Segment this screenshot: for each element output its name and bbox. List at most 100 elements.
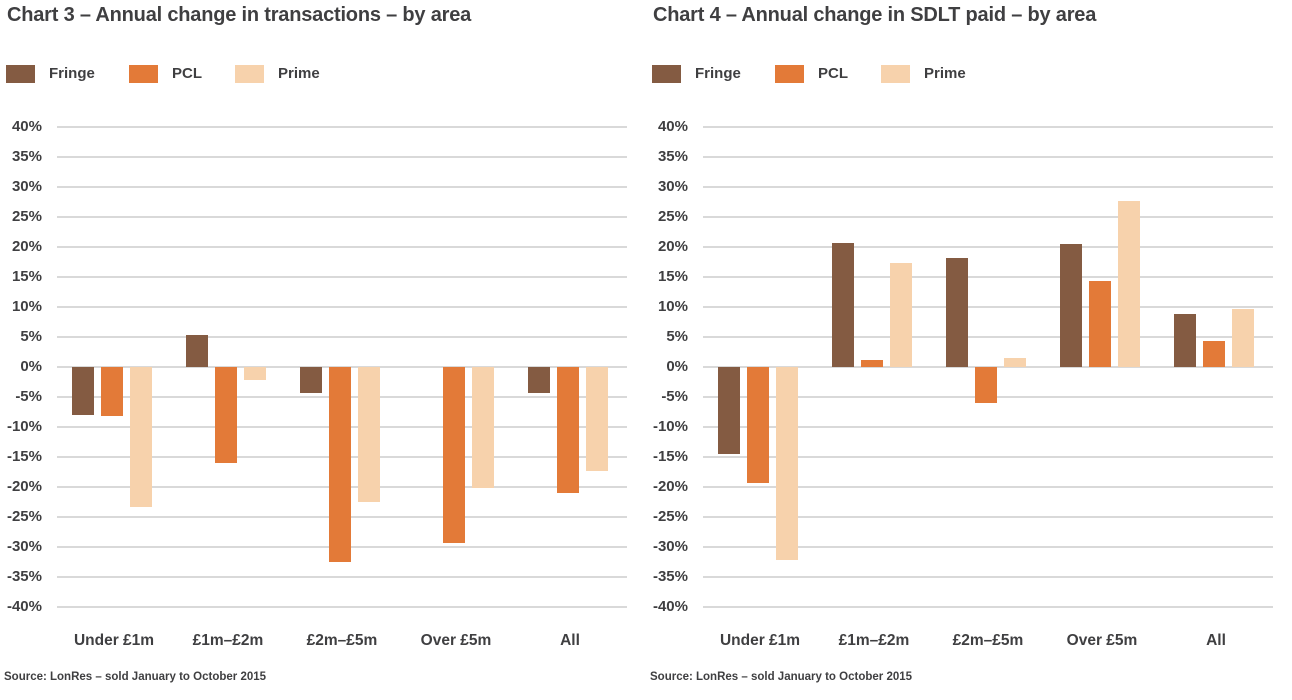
bar-pcl-5 (1203, 341, 1225, 367)
y-axis-tick-label: -10% (652, 418, 688, 435)
gridline (57, 126, 627, 128)
y-axis-tick-label: 5% (666, 328, 688, 345)
gridline (57, 276, 627, 278)
y-axis-tick-label: -20% (6, 478, 42, 495)
bar-prime-3 (1004, 358, 1026, 367)
gridline (703, 336, 1273, 338)
bar-pcl-5 (557, 367, 579, 493)
gridline (703, 186, 1273, 188)
chart-title: Chart 3 – Annual change in transactions … (7, 4, 472, 26)
legend-swatch-pcl (129, 64, 158, 83)
legend-label: Prime (278, 65, 320, 82)
y-axis-tick-label: 40% (657, 118, 688, 135)
bar-prime-2 (890, 263, 912, 367)
plot-area (57, 126, 627, 608)
y-axis-tick-label: -25% (6, 508, 42, 525)
y-axis-tick-label: -30% (652, 538, 688, 555)
source-note: Source: LonRes – sold January to October… (650, 671, 913, 683)
bar-prime-1 (130, 367, 152, 507)
legend: Fringe PCL Prime (0, 64, 646, 84)
y-axis-tick-label: -35% (6, 568, 42, 585)
gridline (703, 216, 1273, 218)
y-axis-tick-label: -15% (652, 448, 688, 465)
bar-fringe-2 (832, 242, 854, 367)
y-axis-tick-label: 20% (11, 238, 42, 255)
legend: Fringe PCL Prime (646, 64, 1292, 84)
gridline (57, 186, 627, 188)
bar-fringe-3 (300, 367, 322, 393)
gridline (703, 306, 1273, 308)
bar-fringe-5 (528, 367, 550, 394)
x-axis-category-label: Over £5m (1066, 632, 1138, 649)
legend-label: Prime (924, 65, 966, 82)
bar-fringe-5 (1174, 313, 1196, 367)
bar-pcl-2 (215, 367, 237, 463)
bar-pcl-1 (101, 367, 123, 417)
bar-pcl-2 (861, 359, 883, 367)
legend-swatch-prime (881, 64, 910, 83)
x-axis-category-label: £2m–£5m (306, 632, 378, 649)
bar-pcl-4 (1089, 281, 1111, 367)
gridline (57, 246, 627, 248)
legend-swatch-fringe (652, 64, 681, 83)
legend-swatch-prime (235, 64, 264, 83)
y-axis-tick-label: 15% (11, 268, 42, 285)
gridline (703, 126, 1273, 128)
gridline (703, 606, 1273, 608)
y-axis-tick-label: 25% (657, 208, 688, 225)
bar-pcl-3 (975, 367, 997, 403)
bar-fringe-3 (946, 258, 968, 367)
y-axis-tick-label: -30% (6, 538, 42, 555)
y-axis-tick-label: -10% (6, 418, 42, 435)
bar-prime-5 (586, 367, 608, 472)
gridline (703, 246, 1273, 248)
bar-prime-2 (244, 367, 266, 381)
bar-pcl-3 (329, 367, 351, 562)
bar-pcl-4 (443, 367, 465, 544)
chart-4-panel: Chart 4 – Annual change in SDLT paid – b… (646, 0, 1292, 700)
y-axis-tick-label: -5% (15, 388, 42, 405)
chart-title: Chart 4 – Annual change in SDLT paid – b… (653, 4, 1097, 26)
gridline (57, 216, 627, 218)
x-axis-category-label: £1m–£2m (838, 632, 910, 649)
gridline (703, 546, 1273, 548)
y-axis-tick-label: 0% (20, 358, 42, 375)
y-axis-tick-label: 25% (11, 208, 42, 225)
y-axis-tick-label: 35% (11, 148, 42, 165)
x-axis-category-label: £2m–£5m (952, 632, 1024, 649)
y-axis-tick-label: -40% (6, 598, 42, 615)
y-axis-tick-label: 35% (657, 148, 688, 165)
source-note: Source: LonRes – sold January to October… (4, 671, 267, 683)
y-axis-tick-label: 10% (11, 298, 42, 315)
bar-fringe-1 (718, 367, 740, 454)
gridline (57, 576, 627, 578)
gridline (703, 516, 1273, 518)
gridline (703, 156, 1273, 158)
gridline (57, 336, 627, 338)
legend-item-prime: Prime (235, 64, 320, 83)
y-axis-tick-label: 30% (657, 178, 688, 195)
y-axis-tick-label: 5% (20, 328, 42, 345)
y-axis-tick-label: 30% (11, 178, 42, 195)
y-axis-tick-label: -35% (652, 568, 688, 585)
x-axis-category-label: £1m–£2m (192, 632, 264, 649)
legend-item-fringe: Fringe (652, 64, 741, 83)
legend-label: Fringe (695, 65, 741, 82)
y-axis-tick-label: 15% (657, 268, 688, 285)
bar-fringe-1 (72, 367, 94, 415)
legend-item-fringe: Fringe (6, 64, 95, 83)
x-axis-category-label: Under £1m (719, 632, 801, 649)
bars (57, 127, 627, 607)
legend-label: PCL (172, 65, 202, 82)
legend-label: PCL (818, 65, 848, 82)
y-axis-tick-label: 0% (666, 358, 688, 375)
bar-prime-3 (358, 367, 380, 502)
bar-pcl-1 (747, 367, 769, 483)
x-axis-category-label: Over £5m (420, 632, 492, 649)
gridline (703, 276, 1273, 278)
legend-item-prime: Prime (881, 64, 966, 83)
x-axis-category-label: Under £1m (73, 632, 155, 649)
legend-label: Fringe (49, 65, 95, 82)
legend-swatch-fringe (6, 64, 35, 83)
x-axis-category-label: All (560, 632, 580, 649)
